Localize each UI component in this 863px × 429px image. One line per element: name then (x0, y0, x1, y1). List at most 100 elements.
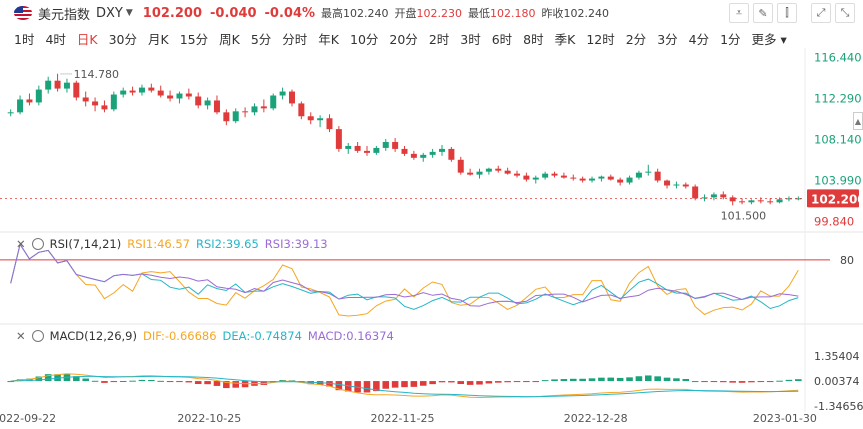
candle-body (298, 103, 305, 117)
macd-name: MACD(12,26,9) (49, 329, 137, 343)
candle-body (307, 116, 314, 121)
macd-bar (138, 379, 146, 382)
candle-body (148, 87, 155, 91)
macd-bar (645, 375, 652, 382)
prev-close-value: 102.240 (563, 6, 610, 20)
candle-body (617, 179, 624, 183)
macd-tick-label: 0.00374 (814, 375, 860, 388)
candle-body (560, 175, 567, 178)
candle-body (45, 80, 52, 90)
candle-body (35, 89, 42, 103)
candle-body (317, 118, 324, 121)
candle-body (598, 176, 605, 179)
period-tab[interactable]: 年K (318, 31, 339, 47)
collapse-icon[interactable]: ⤡ (835, 3, 855, 23)
gear-icon[interactable] (31, 330, 44, 342)
period-tab[interactable]: 更多 ▾ (751, 31, 787, 47)
last-price: 102.200 (142, 5, 203, 21)
candle-body (626, 177, 633, 183)
period-tab[interactable]: 20分 (389, 31, 418, 47)
candle-body (7, 112, 14, 114)
current-price-label: 102.200 (811, 192, 863, 206)
time-tick-label: 2022-09-22 (0, 412, 56, 425)
period-tab[interactable]: 3时 (460, 31, 481, 47)
pencil-icon[interactable]: ✎ (753, 3, 773, 23)
macd-bar (382, 381, 390, 389)
macd-bar (579, 378, 586, 382)
current-price-tag (807, 189, 859, 208)
line-draw-icon[interactable]: ⩡ (729, 3, 749, 23)
period-tab[interactable]: 1时 (14, 31, 35, 47)
period-tab[interactable]: 30分 (108, 31, 138, 47)
macd-bar (54, 374, 61, 382)
macd-bar (560, 379, 568, 382)
period-tab[interactable]: 12时 (586, 31, 615, 47)
candle-body (242, 111, 249, 113)
macd-bar (738, 381, 746, 383)
candle-body (410, 153, 417, 158)
macd-bar (523, 381, 530, 383)
close-icon[interactable]: ✕ (16, 237, 26, 251)
macd-bar (391, 381, 399, 388)
macd-bar (91, 380, 99, 382)
chart-grid (0, 48, 863, 412)
candle-body (589, 178, 596, 181)
period-tab[interactable]: 季K (554, 31, 576, 47)
gear-icon[interactable] (31, 238, 44, 250)
expand-icon[interactable]: ⤢ (811, 3, 831, 23)
chevron-down-icon[interactable]: ▼ (125, 8, 133, 18)
macd-bar (26, 378, 33, 382)
macd-bar (494, 381, 502, 383)
period-tab[interactable]: 1分 (720, 31, 741, 47)
macd-bar (569, 378, 577, 382)
macd-bar (119, 380, 127, 382)
period-tab[interactable]: 月K (148, 31, 169, 47)
period-tab[interactable]: 周K (219, 31, 240, 47)
macd-bar (757, 381, 765, 383)
candle-body (729, 197, 736, 202)
candle-body (101, 105, 108, 110)
period-tab[interactable]: 10分 (350, 31, 379, 47)
macd-header: ✕ MACD(12,26,9) DIF:-0.66686 DEA:-0.7487… (16, 329, 394, 343)
macd-bar (607, 377, 615, 382)
macd-bar (795, 379, 802, 382)
dif-line (10, 373, 799, 399)
macd-bar (654, 376, 661, 382)
dea-line (10, 375, 799, 398)
candle-body (204, 100, 211, 106)
macd-value: MACD:0.16374 (307, 329, 394, 343)
period-tab[interactable]: 4时 (45, 31, 66, 47)
candle-body (63, 82, 70, 89)
symbol-code[interactable]: DXY (96, 5, 123, 21)
time-tick-label: 2023-01-30 (753, 412, 817, 425)
period-tab[interactable]: 分时 (282, 31, 308, 47)
macd-bar (213, 381, 221, 386)
chevron-up-icon[interactable]: ▲ (853, 112, 863, 130)
period-tab[interactable]: 6时 (491, 31, 513, 47)
axes: 116.440 112.290 108.140 103.990 99.840 102.20… (0, 51, 863, 425)
period-tab[interactable]: 4分 (688, 31, 710, 47)
price-change: -0.040 (210, 5, 257, 21)
macd-bar (166, 381, 174, 383)
macd-bar (185, 381, 193, 383)
macd-bar (551, 379, 558, 382)
macd-bar (279, 380, 286, 382)
macd-bar (673, 378, 680, 382)
macd-bar (204, 381, 211, 385)
period-tab[interactable]: 8时 (523, 31, 544, 47)
macd-bar (598, 377, 605, 382)
candle-body (232, 111, 239, 122)
close-icon[interactable]: ✕ (16, 329, 26, 343)
period-tab[interactable]: 2时 (428, 31, 450, 47)
candle-body (476, 171, 483, 175)
candles-icon[interactable]: ⫿ (777, 3, 797, 23)
symbol-name[interactable]: 美元指数 (38, 7, 91, 23)
period-tab[interactable]: 3分 (657, 31, 678, 47)
period-tab[interactable]: 2分 (625, 31, 647, 47)
period-tab[interactable]: 15分 (179, 31, 209, 47)
macd-bar (7, 381, 14, 383)
candle-body (701, 197, 708, 199)
period-tab[interactable]: 5分 (250, 31, 272, 47)
period-tab[interactable]: 日K (76, 31, 98, 47)
